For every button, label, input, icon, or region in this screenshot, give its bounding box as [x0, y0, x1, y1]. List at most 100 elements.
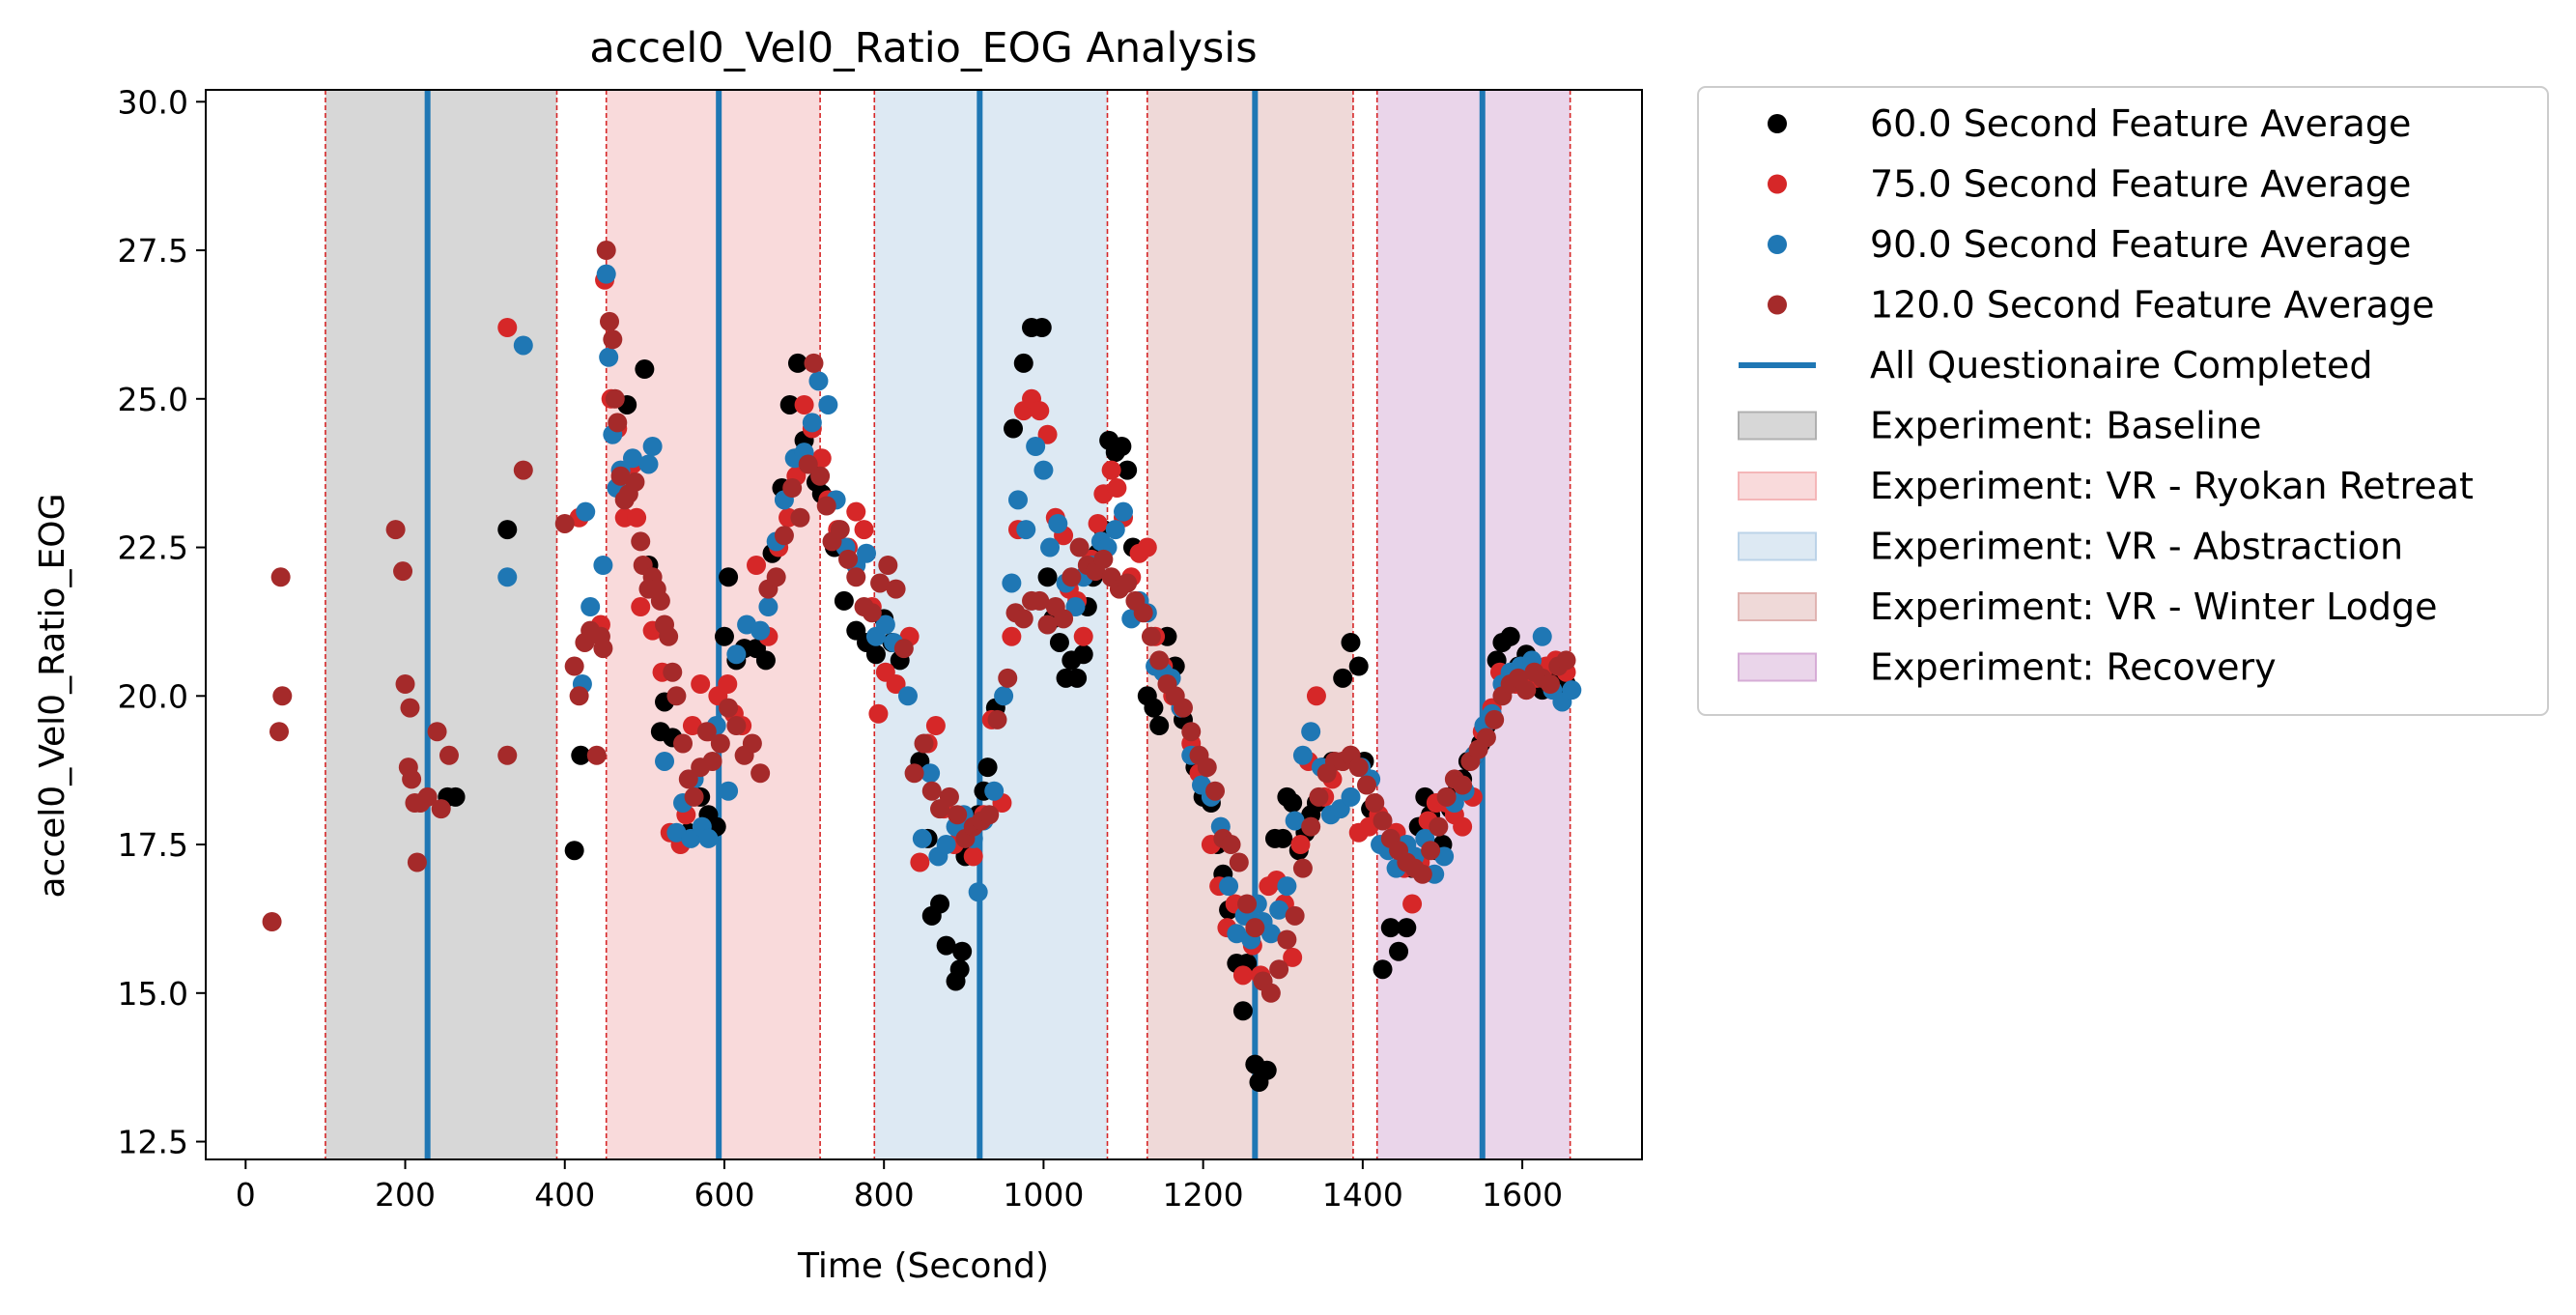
data-point-2-7 — [599, 347, 619, 367]
data-point-3-61 — [782, 478, 803, 499]
data-point-2-49 — [968, 882, 988, 902]
data-point-2-20 — [698, 828, 719, 848]
y-tick-label-6: 27.5 — [118, 232, 188, 270]
data-point-0-106 — [1380, 918, 1401, 938]
data-point-0-57 — [1049, 632, 1069, 652]
data-point-3-111 — [1181, 722, 1202, 742]
legend-marker-3 — [1768, 295, 1787, 315]
data-point-2-42 — [912, 828, 932, 848]
data-point-0-51 — [1004, 418, 1024, 439]
data-point-1-38 — [886, 674, 906, 694]
y-tick-label-4: 22.5 — [118, 529, 188, 567]
data-point-3-52 — [710, 733, 730, 754]
data-point-3-50 — [696, 722, 717, 742]
data-point-3-24 — [586, 745, 607, 765]
legend-marker-8 — [1738, 592, 1817, 621]
data-point-0-24 — [787, 353, 807, 373]
data-point-1-87 — [1290, 835, 1311, 855]
x-tick-label-8: 1600 — [1482, 1176, 1563, 1214]
data-point-2-43 — [920, 763, 941, 784]
experiment-region-3 — [1146, 90, 1353, 1159]
y-axis-title: accel0_Vel0_Ratio_EOG — [33, 494, 72, 899]
legend-label-6: Experiment: VR - Ryokan Retreat — [1870, 465, 2474, 507]
data-point-2-11 — [622, 448, 642, 469]
data-point-3-54 — [726, 716, 747, 736]
data-point-0-68 — [1112, 437, 1132, 456]
legend-label-9: Experiment: Recovery — [1870, 646, 2277, 689]
data-point-2-90 — [1301, 722, 1321, 742]
data-point-3-86 — [979, 805, 1000, 825]
data-point-3-0 — [262, 912, 282, 931]
data-point-1-19 — [718, 674, 738, 694]
data-point-2-37 — [857, 543, 877, 563]
series-3 — [262, 241, 1576, 1003]
data-point-3-53 — [719, 698, 739, 718]
data-point-1-89 — [1306, 686, 1326, 706]
data-point-2-88 — [1285, 811, 1305, 831]
data-point-3-26 — [593, 639, 613, 659]
data-point-2-58 — [1040, 537, 1061, 557]
data-point-3-36 — [631, 531, 651, 552]
data-point-0-3 — [564, 841, 584, 861]
data-point-3-132 — [1348, 758, 1369, 778]
data-point-0-30 — [834, 590, 854, 611]
data-point-3-56 — [742, 733, 762, 754]
data-point-1-55 — [1037, 424, 1058, 444]
legend-marker-7 — [1738, 531, 1817, 561]
data-point-0-44 — [952, 941, 973, 961]
legend: 60.0 Second Feature Average 75.0 Second F… — [1697, 86, 2549, 716]
data-point-3-15 — [431, 799, 451, 819]
data-point-3-9 — [402, 769, 422, 789]
data-point-3-88 — [998, 668, 1018, 688]
data-point-0-108 — [1397, 918, 1417, 938]
data-point-0-74 — [1149, 716, 1170, 736]
data-point-2-59 — [1048, 513, 1068, 533]
data-point-3-97 — [1069, 537, 1090, 557]
x-tick-label-6: 1200 — [1163, 1176, 1244, 1214]
data-point-0-20 — [755, 650, 776, 671]
data-point-1-65 — [1107, 478, 1127, 499]
data-point-0-16 — [719, 567, 739, 587]
data-point-2-79 — [1219, 876, 1239, 897]
data-point-3-105 — [1133, 603, 1153, 623]
data-point-2-25 — [750, 620, 771, 641]
data-point-3-118 — [1237, 894, 1258, 914]
data-point-3-90 — [1013, 609, 1033, 629]
legend-marker-2 — [1768, 235, 1787, 254]
data-point-2-39 — [875, 615, 895, 635]
data-point-3-81 — [939, 786, 959, 807]
data-point-3-92 — [1030, 590, 1050, 611]
data-point-2-66 — [1105, 520, 1125, 540]
data-point-1-9 — [631, 597, 651, 617]
data-point-2-94 — [1341, 786, 1361, 807]
data-point-3-66 — [816, 496, 836, 516]
data-point-0-107 — [1389, 941, 1409, 961]
data-point-0-60 — [1067, 668, 1088, 688]
data-point-3-140 — [1412, 864, 1432, 884]
data-point-1-34 — [854, 520, 874, 540]
data-point-2-0 — [497, 567, 518, 587]
data-point-3-87 — [987, 709, 1007, 729]
data-point-3-110 — [1173, 698, 1193, 718]
data-point-3-156 — [1540, 674, 1560, 694]
data-point-3-143 — [1436, 786, 1457, 807]
data-point-3-125 — [1292, 858, 1313, 878]
data-point-3-142 — [1429, 816, 1449, 837]
data-point-0-2 — [497, 520, 518, 540]
data-point-0-102 — [1348, 656, 1369, 676]
data-point-2-5 — [593, 556, 613, 575]
data-point-3-63 — [798, 454, 818, 474]
data-point-2-4 — [580, 597, 601, 617]
data-point-1-100 — [1402, 894, 1423, 914]
data-point-0-101 — [1341, 632, 1361, 652]
data-point-1-86 — [1283, 947, 1303, 967]
data-point-3-149 — [1485, 709, 1505, 729]
data-point-0-33 — [865, 644, 886, 665]
experiment-region-1 — [606, 90, 821, 1159]
data-point-2-56 — [1026, 437, 1046, 456]
data-point-0-89 — [1257, 1060, 1277, 1080]
data-point-2-57 — [1033, 460, 1054, 480]
data-point-3-45 — [666, 686, 687, 706]
data-point-0-100 — [1333, 668, 1353, 688]
data-point-3-44 — [663, 662, 683, 682]
